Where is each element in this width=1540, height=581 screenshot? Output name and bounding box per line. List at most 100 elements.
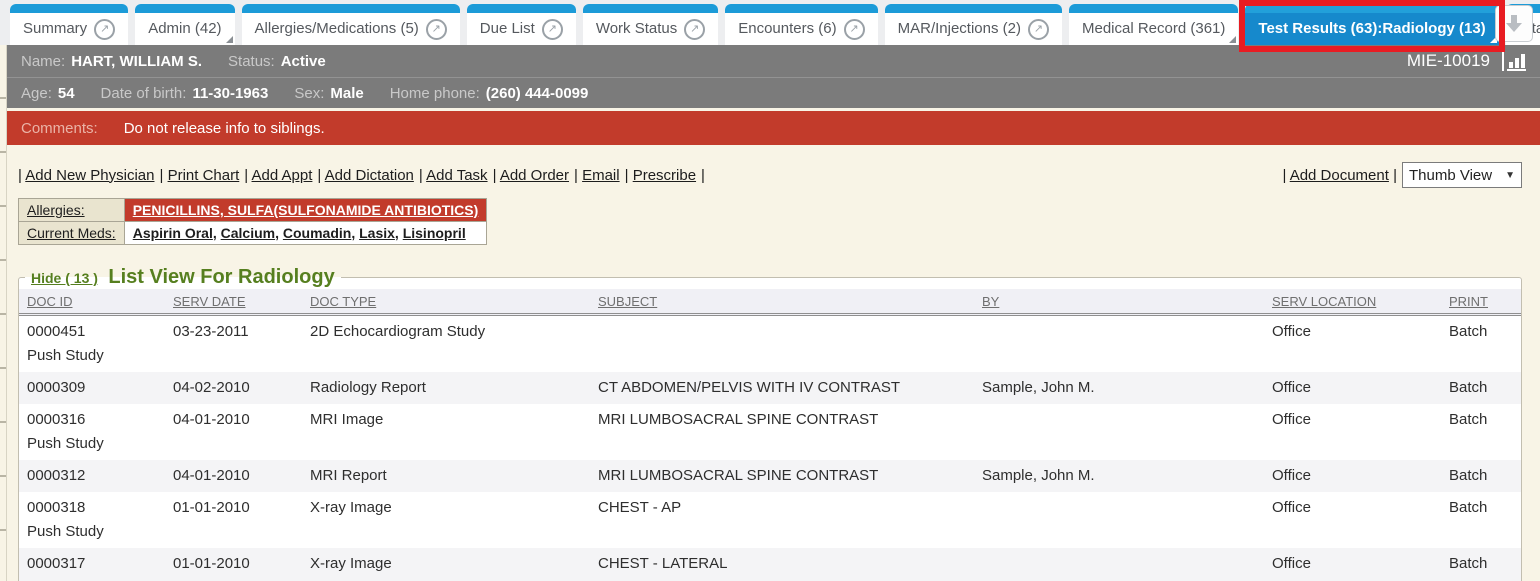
current-meds-link[interactable]: Current Meds:: [27, 225, 116, 241]
tab-label: Allergies/Medications (5): [254, 20, 419, 37]
table-row[interactable]: 0000309 04-02-2010 Radiology Report CT A…: [19, 372, 1521, 404]
col-doc-id: DOC ID: [19, 289, 165, 316]
serv-date: 03-23-2011: [173, 323, 249, 340]
print-mode[interactable]: Batch: [1449, 323, 1488, 340]
allergies-link[interactable]: Allergies:: [27, 202, 85, 218]
table-row[interactable]: 0000317 Push Study 01-01-2010 X-ray Image…: [19, 548, 1521, 581]
by: [974, 548, 1264, 581]
name-label: Name:: [21, 52, 66, 70]
status-label: Status:: [228, 52, 275, 70]
doc-id[interactable]: 0000312: [27, 467, 86, 484]
tab-medical-record[interactable]: Medical Record (361): [1069, 4, 1239, 45]
action-links-left: Add New Physician Print Chart Add Appt A…: [18, 167, 705, 184]
print-mode[interactable]: Batch: [1449, 499, 1488, 516]
doc-id[interactable]: 0000317: [27, 555, 86, 572]
by: [974, 315, 1264, 373]
patient-name-group: Name: HART, WILLIAM S.: [21, 53, 202, 70]
list-view-legend: Hide ( 13 ) List View For Radiology: [25, 266, 341, 289]
tab-allergies-medications[interactable]: Allergies/Medications (5) ↗: [241, 4, 461, 45]
push-study[interactable]: Push Study: [27, 523, 104, 540]
med-link[interactable]: Aspirin Oral: [132, 225, 213, 241]
popout-icon[interactable]: ↗: [425, 18, 447, 40]
tab-mar-injections[interactable]: MAR/Injections (2) ↗: [884, 4, 1063, 45]
print-mode[interactable]: Batch: [1449, 411, 1488, 428]
subject: CT ABDOMEN/PELVIS WITH IV CONTRAST: [590, 372, 974, 404]
tab-admin[interactable]: Admin (42): [135, 4, 235, 45]
chart-tab-bar: Summary ↗ Admin (42) Allergies/Medicatio…: [0, 0, 1540, 52]
phone-label: Home phone:: [389, 84, 480, 102]
print-mode[interactable]: Batch: [1441, 460, 1521, 492]
add-task-link[interactable]: Add Task: [426, 166, 488, 184]
tab-label: Work Status: [595, 20, 678, 37]
med-link[interactable]: Lasix: [359, 225, 395, 241]
push-study[interactable]: Push Study: [27, 574, 157, 581]
push-study[interactable]: Push Study: [27, 435, 104, 452]
tab-label: Medical Record (361): [1082, 20, 1226, 37]
patient-name: HART, WILLIAM S.: [71, 52, 203, 70]
tab-work-status[interactable]: Work Status ↗: [582, 4, 719, 45]
subject: [590, 315, 974, 373]
down-arrow-icon: [1506, 14, 1522, 32]
subject: MRI LUMBOSACRAL SPINE CONTRAST: [598, 411, 879, 428]
sort-doc-id-link[interactable]: DOC ID: [27, 294, 73, 309]
table-row[interactable]: 0000312 04-01-2010 MRI Report MRI LUMBOS…: [19, 460, 1521, 492]
popout-icon[interactable]: ↗: [94, 18, 116, 40]
doc-id[interactable]: 0000316: [27, 411, 86, 428]
serv-date: 04-01-2010: [173, 411, 250, 428]
patient-status-group: Status: Active: [228, 53, 326, 70]
bar-chart-icon[interactable]: [1502, 51, 1526, 71]
med-link[interactable]: Calcium: [220, 225, 276, 241]
chevron-down-icon: ▼: [1505, 169, 1515, 181]
patient-banner-row1: Name: HART, WILLIAM S. Status: Active MI…: [7, 45, 1540, 77]
tab-encounters[interactable]: Encounters (6) ↗: [725, 4, 879, 45]
popout-icon[interactable]: ↗: [684, 18, 706, 40]
allergies-value-cell: PENICILLINS, SULFA(SULFONAMIDE ANTIBIOTI…: [123, 198, 488, 222]
sort-doc-type-link[interactable]: DOC TYPE: [310, 294, 377, 309]
table-row[interactable]: 0000451 Push Study 03-23-2011 2D Echocard…: [19, 315, 1521, 373]
doc-id[interactable]: 0000318: [27, 499, 86, 516]
popout-icon[interactable]: ↗: [843, 18, 865, 40]
view-mode-select[interactable]: Thumb View ▼: [1402, 162, 1522, 188]
popout-icon[interactable]: ↗: [1028, 18, 1049, 40]
add-document-link[interactable]: Add Document: [1289, 166, 1389, 184]
push-study[interactable]: Push Study: [27, 347, 104, 364]
allergies-value-link[interactable]: PENICILLINS, SULFA(SULFONAMIDE ANTIBIOTI…: [132, 202, 479, 218]
sort-print-link[interactable]: PRINT: [1449, 294, 1488, 309]
allergies-label-cell: Allergies:: [18, 198, 125, 222]
add-appt-link[interactable]: Add Appt: [251, 166, 313, 184]
sort-serv-location-link[interactable]: SERV LOCATION: [1272, 294, 1377, 309]
left-splitter-handle[interactable]: [0, 45, 7, 581]
print-chart-link[interactable]: Print Chart: [167, 166, 240, 184]
patient-sex-group: Sex: Male: [294, 85, 363, 102]
add-new-physician-link[interactable]: Add New Physician: [25, 166, 155, 184]
sort-by-link[interactable]: BY: [982, 294, 1000, 309]
serv-location: Office: [1264, 548, 1441, 581]
sort-serv-date-link[interactable]: SERV DATE: [173, 294, 246, 309]
tab-summary[interactable]: Summary ↗: [10, 4, 129, 45]
hide-list-link[interactable]: Hide ( 13 ): [31, 270, 98, 286]
subject: MRI LUMBOSACRAL SPINE CONTRAST: [590, 460, 974, 492]
tab-test-results-radiology[interactable]: Test Results (63):Radiology (13): [1239, 0, 1505, 52]
med-link[interactable]: Lisinopril: [402, 225, 466, 241]
print-mode[interactable]: Batch: [1441, 548, 1521, 581]
tab-due-list[interactable]: Due List ↗: [466, 4, 576, 45]
add-order-link[interactable]: Add Order: [499, 166, 570, 184]
email-link[interactable]: Email: [582, 166, 620, 184]
doc-id[interactable]: 0000309: [27, 379, 86, 396]
subject: CHEST - LATERAL: [590, 548, 974, 581]
tab-label: Test Results (63):Radiology (13): [1258, 20, 1486, 37]
radiology-list-view: Hide ( 13 ) List View For Radiology DOC …: [18, 266, 1522, 581]
tab-scroll-down-button[interactable]: [1495, 5, 1533, 42]
table-row[interactable]: 0000318 Push Study 01-01-2010 X-ray Image…: [19, 492, 1521, 548]
add-dictation-link[interactable]: Add Dictation: [324, 166, 414, 184]
med-link[interactable]: Coumadin: [282, 225, 352, 241]
doc-type: X-ray Image: [310, 499, 392, 516]
tab-label: MAR/Injections (2): [897, 20, 1021, 37]
sort-subject-link[interactable]: SUBJECT: [598, 294, 658, 309]
prescribe-link[interactable]: Prescribe: [632, 166, 697, 184]
doc-id[interactable]: 0000451: [27, 323, 86, 340]
dob-label: Date of birth:: [100, 84, 187, 102]
popout-icon[interactable]: ↗: [541, 18, 563, 40]
table-row[interactable]: 0000316 Push Study 04-01-2010 MRI Image M…: [19, 404, 1521, 460]
print-mode[interactable]: Batch: [1441, 372, 1521, 404]
